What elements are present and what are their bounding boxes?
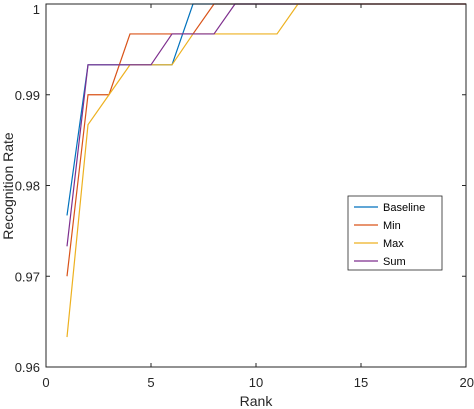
- y-tick-label: 0.99: [15, 88, 40, 103]
- x-tick-label: 0: [42, 375, 49, 390]
- legend-label-min: Min: [383, 220, 401, 232]
- x-axis: 0 5 10 15 20: [42, 4, 474, 390]
- y-tick-label: 0.96: [15, 360, 40, 375]
- x-tick-label: 20: [460, 375, 474, 390]
- x-tick-label: 15: [354, 375, 368, 390]
- legend-label-max: Max: [383, 238, 404, 250]
- x-axis-label: Rank: [240, 393, 274, 409]
- legend-label-sum: Sum: [383, 256, 406, 268]
- x-tick-label: 5: [147, 375, 154, 390]
- x-tick-label: 10: [249, 375, 263, 390]
- legend-label-baseline: Baseline: [383, 202, 425, 214]
- y-tick-label: 0.98: [15, 179, 40, 194]
- legend-box: [347, 195, 443, 271]
- legend: Baseline Min Max Sum: [347, 195, 443, 271]
- y-tick-label: 0.97: [15, 269, 40, 284]
- plot-area: [46, 4, 466, 367]
- y-axis-label: Recognition Rate: [0, 132, 16, 240]
- y-tick-label: 1: [33, 2, 40, 17]
- y-axis: 0.96 0.97 0.98 0.99 1: [15, 2, 466, 375]
